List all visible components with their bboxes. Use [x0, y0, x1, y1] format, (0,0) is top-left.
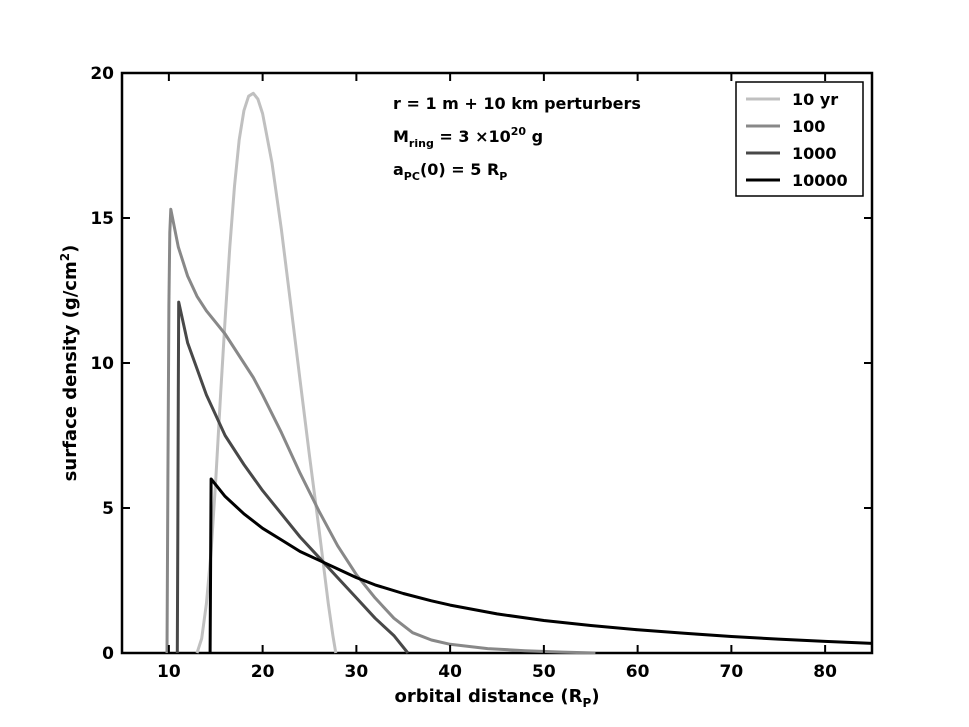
x-tick-label: 70	[720, 662, 744, 682]
x-axis-ticks: 10 20 30 40 50 60 70 80	[157, 73, 837, 682]
x-tick-label: 10	[157, 662, 181, 682]
x-tick-label: 40	[438, 662, 462, 682]
series-line-0	[195, 91, 338, 654]
y-axis-ticks: 0 5 10 15 20	[90, 64, 872, 664]
y-tick-label: 5	[102, 499, 114, 519]
series-group	[165, 91, 873, 655]
x-tick-label: 20	[251, 662, 275, 682]
y-tick-label: 15	[90, 209, 114, 229]
legend-label: 10 yr	[792, 90, 838, 109]
legend-label: 1000	[792, 144, 837, 163]
x-tick-label: 80	[813, 662, 837, 682]
x-tick-label: 50	[532, 662, 556, 682]
y-axis-label: surface density (g/cm2)	[58, 245, 81, 482]
legend-label: 100	[792, 117, 825, 136]
series-line-2	[175, 300, 410, 654]
annotation-ring-mass: Mring = 3 ×1020 g	[393, 125, 543, 150]
annotation-perturbers: r = 1 m + 10 km perturbers	[393, 94, 641, 113]
legend: 10 yr 100 1000 10000	[735, 81, 864, 197]
legend-label: 10000	[792, 171, 848, 190]
y-tick-label: 20	[90, 64, 114, 84]
x-tick-label: 30	[345, 662, 369, 682]
y-tick-label: 0	[102, 644, 114, 664]
series-line-1	[165, 207, 596, 655]
series-line-3	[208, 477, 873, 654]
legend-box	[735, 81, 864, 197]
y-tick-label: 10	[90, 354, 114, 374]
annotation-block: r = 1 m + 10 km perturbers Mring = 3 ×10…	[393, 94, 641, 183]
x-axis-label: orbital distance (RP)	[394, 686, 599, 710]
annotation-initial-position: aPC(0) = 5 RP	[393, 160, 507, 183]
x-tick-label: 60	[626, 662, 650, 682]
